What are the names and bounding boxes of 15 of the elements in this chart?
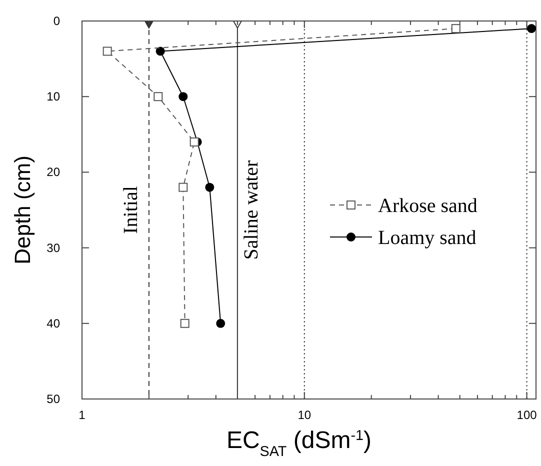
legend-label: Arkose sand [378, 195, 478, 217]
x-axis-title: EC$_{SAT}$ (dSm$^{-1}$) [226, 427, 372, 460]
ref-line-label: Initial [120, 186, 142, 234]
y-tick-label: 10 [46, 90, 60, 104]
y-tick-label: 30 [46, 240, 60, 255]
y-tick-label: 20 [46, 165, 60, 180]
legend-label: Loamy sand [378, 227, 476, 249]
y-tick-label: 50 [46, 392, 60, 406]
ref-line-label: Saline water [240, 160, 262, 260]
x-tick-label: 10 [298, 408, 312, 422]
y-axis-title: Depth (cm) [10, 156, 35, 264]
x-tick-label: 100 [516, 408, 538, 422]
y-tick-label: 40 [46, 316, 60, 330]
y-tick-label: 0 [53, 14, 60, 28]
x-tick-label: 1 [78, 408, 86, 422]
